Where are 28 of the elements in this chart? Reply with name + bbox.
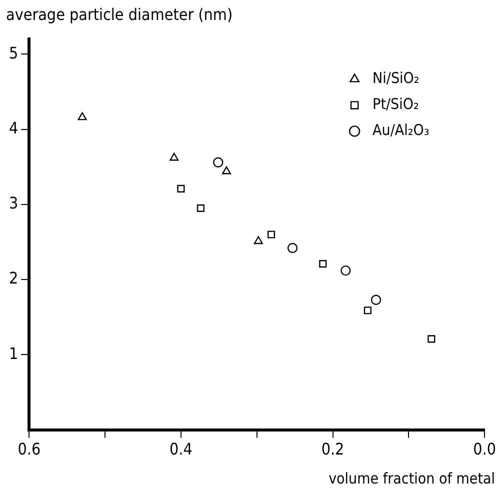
point: [177, 184, 185, 192]
legend-label: Au/Al₂O₃: [372, 121, 430, 140]
legend-label: Ni/SiO₂: [372, 69, 420, 88]
point: [428, 335, 436, 343]
y-tick-label: 2: [9, 268, 18, 288]
point: [196, 204, 204, 212]
x-axis-title: volume fraction of metal: [328, 469, 495, 488]
point: [213, 157, 224, 168]
x-tick-label: 0.0: [473, 440, 496, 459]
y-axis-title: average particle diameter (nm): [6, 4, 233, 24]
point: [340, 265, 351, 276]
point: [254, 236, 263, 244]
y-tick-label: 5: [9, 43, 18, 62]
y-tick-label: 4: [9, 118, 18, 138]
point: [319, 260, 327, 268]
point: [370, 294, 382, 305]
point: [267, 230, 276, 238]
x-tick-label: 0.6: [18, 440, 41, 459]
legend-label: Pt/SiO₂: [372, 95, 419, 114]
point: [364, 306, 372, 314]
point: [287, 242, 298, 254]
x-tick-label: 0.2: [321, 440, 344, 459]
point: [170, 152, 179, 161]
point: [78, 112, 87, 120]
y-tick-label: 3: [9, 194, 18, 213]
point: [222, 166, 231, 174]
y-tick-label: 1: [9, 344, 18, 363]
x-tick-label: 0.4: [170, 440, 192, 459]
